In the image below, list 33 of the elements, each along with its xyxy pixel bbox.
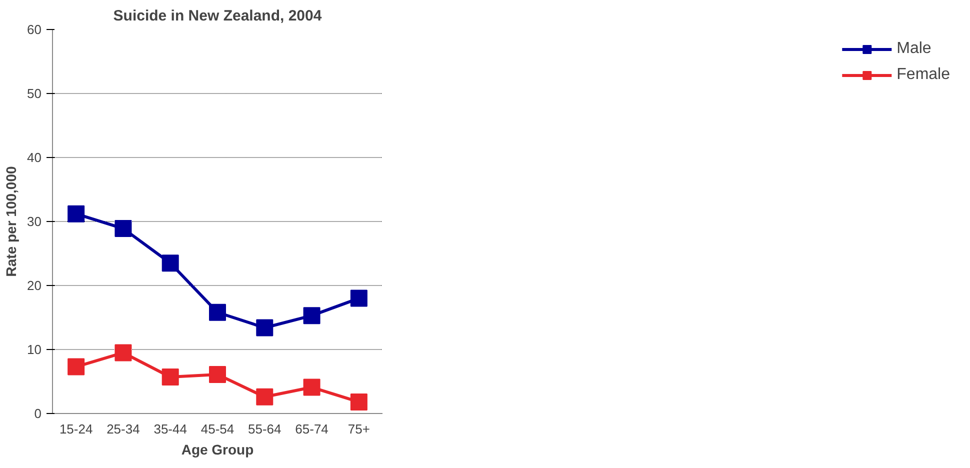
x-tick-label: 75+ <box>348 422 370 436</box>
x-tick-label: 25-34 <box>106 422 140 436</box>
point <box>303 307 320 324</box>
x-tick-label: 45-54 <box>200 422 234 436</box>
y-tick-label: 10 <box>27 342 42 357</box>
point <box>209 304 226 321</box>
x-tick-label: 35-44 <box>154 422 187 436</box>
point <box>162 254 179 272</box>
x-tick-label: 55-64 <box>248 422 282 436</box>
point <box>114 344 132 362</box>
point <box>303 378 320 396</box>
point <box>350 393 368 410</box>
point <box>68 205 85 222</box>
x-tick-label: 65-74 <box>295 422 328 436</box>
point <box>114 220 132 238</box>
y-tick-label: 20 <box>27 278 42 293</box>
y-tick-label: 0 <box>34 406 42 421</box>
y-tick-label: 30 <box>27 214 42 229</box>
y-axis-title: Rate per 100,000 <box>3 166 20 277</box>
point <box>350 290 368 307</box>
point <box>256 319 274 336</box>
x-tick-label: 15-24 <box>59 422 93 436</box>
legend-label: Female <box>896 66 950 84</box>
y-tick-label: 50 <box>27 86 42 101</box>
point <box>209 366 226 383</box>
point <box>256 388 274 406</box>
point <box>68 358 85 376</box>
x-axis-title: Age Group <box>181 442 254 458</box>
legend-label: Male <box>896 40 932 58</box>
y-tick-label: 60 <box>27 22 42 37</box>
point <box>162 368 179 386</box>
chart-title: Suicide in New Zealand, 2004 <box>113 8 322 24</box>
y-tick-label: 40 <box>27 150 42 165</box>
